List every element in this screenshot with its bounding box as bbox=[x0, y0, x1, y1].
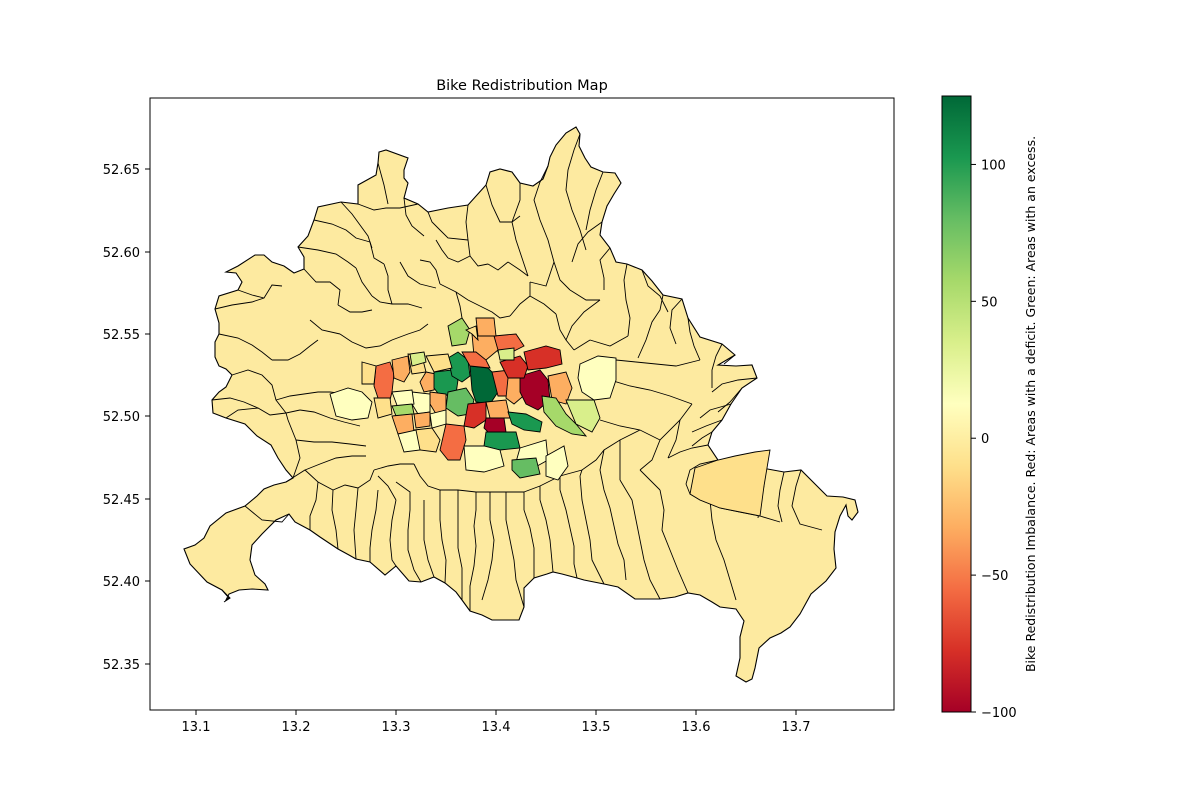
x-tick-label: 13.2 bbox=[282, 720, 311, 735]
x-tick-label: 13.4 bbox=[482, 720, 511, 735]
y-tick-label: 52.60 bbox=[103, 246, 140, 261]
district-boundaries bbox=[211, 133, 823, 611]
chart-title: Bike Redistribution Map bbox=[436, 78, 608, 94]
x-tick-label: 13.7 bbox=[782, 720, 811, 735]
y-axis: 52.35 52.40 52.45 52.50 52.55 52.60 52.6… bbox=[103, 163, 150, 673]
colorbar: −100 −50 0 50 100 Bike Redistribution Imbala… bbox=[941, 95, 1038, 721]
y-tick-label: 52.35 bbox=[103, 658, 140, 673]
y-tick-label: 52.50 bbox=[103, 410, 140, 425]
y-tick-label: 52.65 bbox=[103, 163, 140, 178]
x-tick-label: 13.6 bbox=[682, 720, 711, 735]
colorbar-tick-label: 50 bbox=[981, 295, 998, 310]
colorbar-tick-label: −50 bbox=[981, 569, 1008, 584]
x-tick-label: 13.1 bbox=[182, 720, 211, 735]
central-districts bbox=[329, 317, 617, 481]
x-tick-label: 13.3 bbox=[382, 720, 411, 735]
colorbar-tick-label: 100 bbox=[981, 158, 1006, 173]
y-tick-label: 52.40 bbox=[103, 575, 140, 590]
y-tick-label: 52.45 bbox=[103, 493, 140, 508]
colorbar-tick-label: 0 bbox=[981, 432, 989, 447]
district-marzahn bbox=[689, 449, 771, 517]
colorbar-gradient bbox=[941, 95, 972, 713]
plot-frame bbox=[149, 97, 895, 711]
district-outline bbox=[221, 589, 231, 603]
colorbar-ticks: −100 −50 0 50 100 bbox=[971, 158, 1017, 721]
x-tick-label: 13.5 bbox=[582, 720, 611, 735]
y-tick-label: 52.55 bbox=[103, 328, 140, 343]
colorbar-tick-label: −100 bbox=[981, 706, 1017, 721]
x-axis: 13.1 13.2 13.3 13.4 13.5 13.6 13.7 bbox=[182, 710, 811, 735]
colorbar-label: Bike Redistribution Imbalance. Red: Area… bbox=[1023, 136, 1038, 672]
map-area bbox=[149, 97, 895, 711]
